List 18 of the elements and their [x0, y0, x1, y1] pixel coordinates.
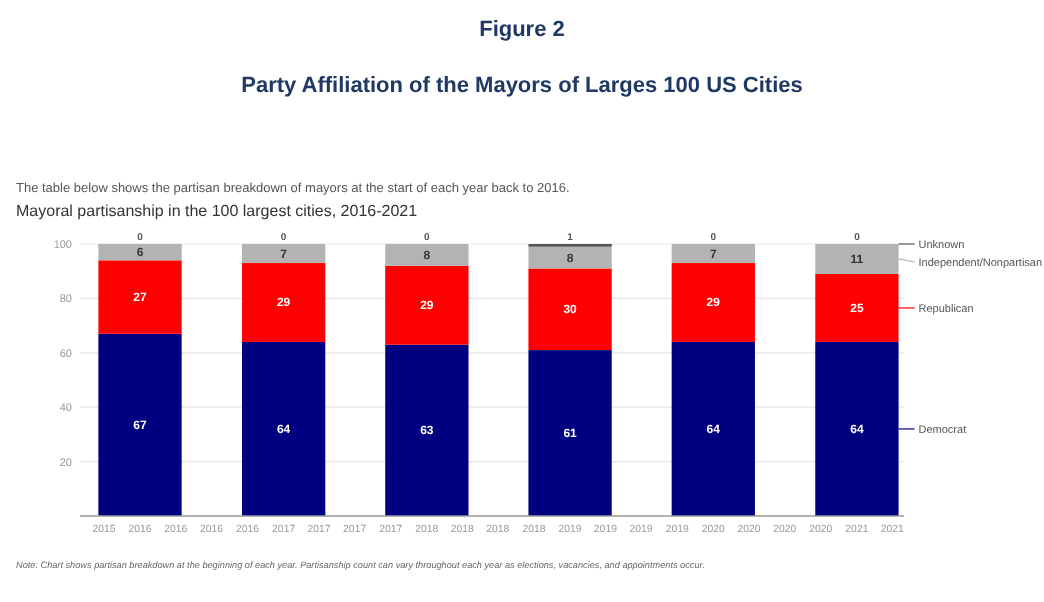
bar [98, 244, 182, 261]
bar [98, 333, 182, 516]
bar [242, 244, 326, 264]
chart-subtitle: Party Affiliation of the Mayors of Larges 100 US Cities [241, 74, 803, 98]
bar [671, 341, 755, 516]
bar [528, 246, 612, 269]
bar [528, 350, 612, 516]
bar [385, 344, 469, 516]
chart-title: Figure 2 [479, 18, 565, 42]
bar [671, 263, 755, 342]
bar [671, 244, 755, 264]
bar [242, 341, 326, 516]
bar [242, 263, 326, 342]
text: Mayoral partisanship in the 100 largest cities, 2016-2021 [16, 202, 419, 220]
bar [98, 260, 182, 334]
bar [528, 268, 612, 351]
bar [385, 265, 469, 345]
bar [385, 244, 469, 266]
